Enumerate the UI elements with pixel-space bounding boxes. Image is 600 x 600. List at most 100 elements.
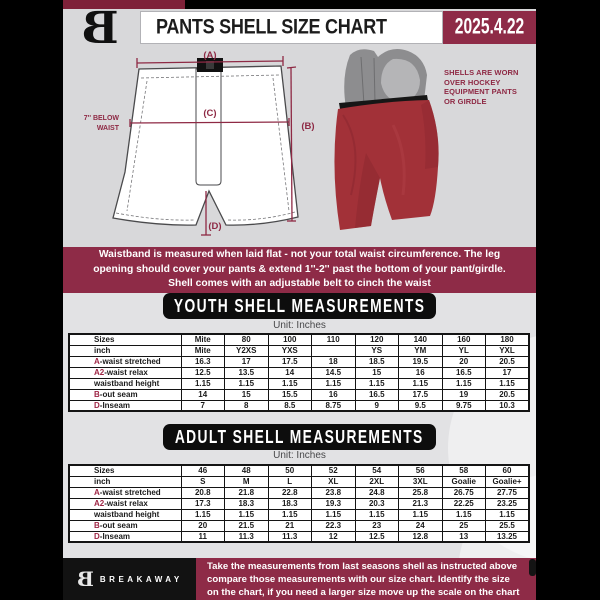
table-row: A2-waist relax 17.3 18.3 18.3 19.3 20.3 21.3 22… xyxy=(68,497,530,510)
value-cell: S xyxy=(180,475,225,488)
table-row: D-Inseam 7 8 8.5 8.75 9 9.5 9.75 10.3 xyxy=(68,399,530,412)
value-cell: 1.15 xyxy=(354,508,399,521)
row-label: D-Inseam xyxy=(68,530,182,543)
value-cell: 16.5 xyxy=(441,366,486,379)
page-title: PANTS SHELL SIZE CHART xyxy=(156,15,387,39)
value-cell: Y2XS xyxy=(224,344,269,357)
notice-line: Waistband is measured when laid flat - n… xyxy=(98,249,501,261)
value-cell: 20 xyxy=(180,519,225,532)
table-row: B-out seam 14 15 15.5 16 16.5 17.5 19 20.5 xyxy=(68,388,530,401)
value-cell: 25.5 xyxy=(485,519,530,532)
value-cell: 11 xyxy=(180,530,225,543)
adult-section-header: ADULT SHELL MEASUREMENTS xyxy=(163,424,436,450)
value-cell: 12 xyxy=(311,530,356,543)
label-a: (A) xyxy=(203,50,216,61)
date-badge: 2025.4.22 xyxy=(443,11,536,44)
value-cell: 180 xyxy=(485,333,530,346)
value-cell: 14 xyxy=(267,366,312,379)
value-cell: 1.15 xyxy=(441,508,486,521)
value-cell: 17 xyxy=(224,355,269,368)
value-cell: 15 xyxy=(354,366,399,379)
value-cell: 1.15 xyxy=(311,377,356,390)
value-cell: 140 xyxy=(398,333,443,346)
value-cell: 60 xyxy=(485,464,530,477)
value-cell: 2XL xyxy=(354,475,399,488)
value-cell: Mite xyxy=(180,333,225,346)
row-label: Sizes xyxy=(68,464,182,477)
value-cell: 1.15 xyxy=(224,508,269,521)
measurement-lines xyxy=(129,56,297,236)
value-cell: 14.5 xyxy=(311,366,356,379)
value-cell xyxy=(311,344,356,357)
value-cell: 21.5 xyxy=(224,519,269,532)
value-cell: 50 xyxy=(267,464,312,477)
breakaway-logo-icon-small: B xyxy=(77,567,94,591)
value-cell: 56 xyxy=(398,464,443,477)
value-cell: Goalie xyxy=(441,475,486,488)
value-cell: 3XL xyxy=(398,475,443,488)
value-cell: 12.5 xyxy=(354,530,399,543)
value-cell: 1.15 xyxy=(441,377,486,390)
page-title-box: PANTS SHELL SIZE CHART xyxy=(140,11,443,44)
value-cell: 13 xyxy=(441,530,486,543)
measurement-notice-banner: Waistband is measured when laid flat - n… xyxy=(63,247,536,293)
value-cell: 23 xyxy=(354,519,399,532)
value-cell: 8 xyxy=(224,399,269,412)
shell-photo xyxy=(334,49,439,230)
table-row: B-out seam 20 21.5 21 22.3 23 24 25 25.5 xyxy=(68,519,530,532)
row-label: A2-waist relax xyxy=(68,366,182,379)
value-cell: 46 xyxy=(180,464,225,477)
value-cell: 8.75 xyxy=(311,399,356,412)
value-cell: 15 xyxy=(224,388,269,401)
value-cell: 25.8 xyxy=(398,486,443,499)
row-label: waistband height xyxy=(68,377,182,390)
value-cell: 11.3 xyxy=(267,530,312,543)
value-cell: 58 xyxy=(441,464,486,477)
value-cell: 110 xyxy=(311,333,356,346)
footer-instructions: Take the measurements from last seasons … xyxy=(196,558,536,600)
value-cell: 21 xyxy=(267,519,312,532)
value-cell: 13.25 xyxy=(485,530,530,543)
value-cell: 1.15 xyxy=(224,377,269,390)
top-accent-bar xyxy=(63,0,185,9)
value-cell: 20.3 xyxy=(354,497,399,510)
value-cell: 13.5 xyxy=(224,366,269,379)
table-row: Sizes Mite 80 100 110 120 140 160 180 xyxy=(68,333,530,346)
value-cell: YM xyxy=(398,344,443,357)
youth-unit-label: Unit: Inches xyxy=(273,320,326,331)
row-label: B-out seam xyxy=(68,388,182,401)
value-cell: YS xyxy=(354,344,399,357)
row-label: B-out seam xyxy=(68,519,182,532)
value-cell: 23.8 xyxy=(311,486,356,499)
value-cell: 7 xyxy=(180,399,225,412)
value-cell: 12.5 xyxy=(180,366,225,379)
value-cell: 18.5 xyxy=(354,355,399,368)
table-row: Sizes 46 48 50 52 54 56 58 60 xyxy=(68,464,530,477)
value-cell: 16 xyxy=(311,388,356,401)
value-cell: 19 xyxy=(441,388,486,401)
value-cell: 9.75 xyxy=(441,399,486,412)
svg-text:WAIST: WAIST xyxy=(97,125,120,132)
youth-section-header: YOUTH SHELL MEASUREMENTS xyxy=(163,293,436,319)
value-cell: Goalie+ xyxy=(485,475,530,488)
value-cell: 1.15 xyxy=(354,377,399,390)
row-label: A-waist stretched xyxy=(68,486,182,499)
svg-text:7'' BELOW: 7'' BELOW xyxy=(84,115,120,122)
footer-line: on the chart, if you need a larger size … xyxy=(207,587,520,598)
value-cell: L xyxy=(267,475,312,488)
value-cell: 1.15 xyxy=(398,508,443,521)
value-cell: 16.5 xyxy=(354,388,399,401)
value-cell: 120 xyxy=(354,333,399,346)
breakaway-logo-icon: B xyxy=(81,3,119,54)
value-cell: 20.5 xyxy=(485,355,530,368)
value-cell: 9 xyxy=(354,399,399,412)
row-label: A-waist stretched xyxy=(68,355,182,368)
value-cell: 11.3 xyxy=(224,530,269,543)
value-cell: YXS xyxy=(267,344,312,357)
row-label: waistband height xyxy=(68,508,182,521)
header: PANTS SHELL SIZE CHART 2025.4.22 xyxy=(63,9,536,47)
adult-measurements-table: Sizes 46 48 50 52 54 56 58 60 inch S M L XL 2XL 3XL Goal… xyxy=(68,464,530,543)
value-cell: 160 xyxy=(441,333,486,346)
value-cell: 1.15 xyxy=(485,508,530,521)
